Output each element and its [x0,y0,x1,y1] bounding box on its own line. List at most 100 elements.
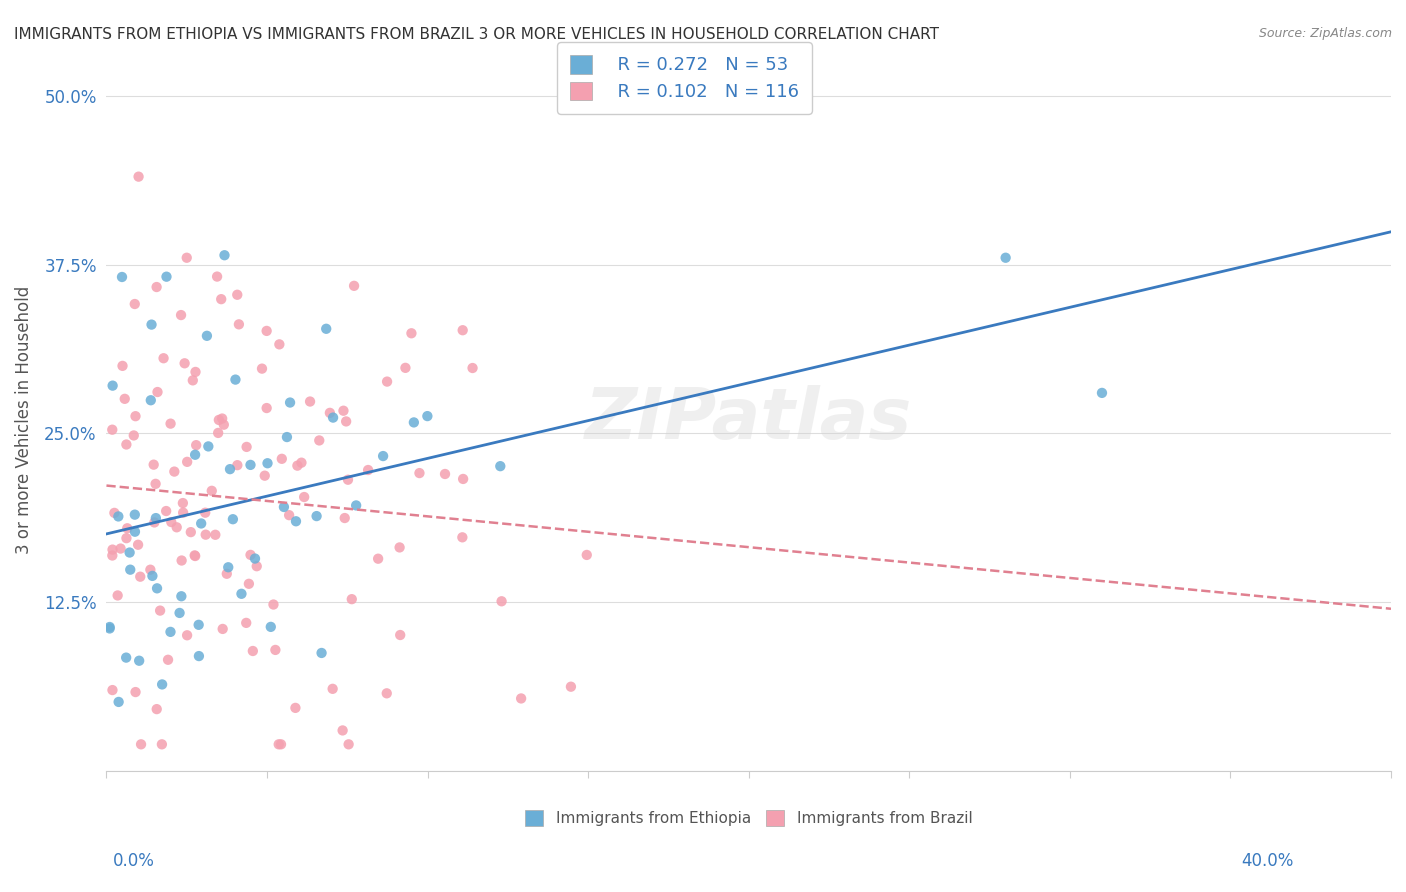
Point [238,576,260,591]
Point [184,448,207,462]
Point [333,511,356,525]
Point [219,462,242,476]
Point [226,287,249,301]
Point [217,560,239,574]
Point [150,677,173,691]
Point [159,624,181,639]
Point [416,409,439,423]
Point [510,691,533,706]
Point [270,737,292,751]
Point [186,438,208,452]
Point [246,559,269,574]
Point [120,563,142,577]
Point [308,434,330,448]
Point [253,468,276,483]
Point [142,458,165,472]
Text: ZIPatlas: ZIPatlas [585,385,912,454]
Point [149,604,172,618]
Point [127,538,149,552]
Point [122,428,145,442]
Point [155,504,177,518]
Point [145,280,167,294]
Point [166,520,188,534]
Point [451,323,474,337]
Point [994,251,1017,265]
Point [224,373,246,387]
Point [335,414,357,428]
Point [101,542,124,557]
Point [322,681,344,696]
Point [332,403,354,417]
Point [150,737,173,751]
Point [184,365,207,379]
Point [111,270,134,285]
Point [159,417,181,431]
Point [235,615,257,630]
Point [242,644,264,658]
Point [170,553,193,567]
Point [146,384,169,399]
Point [195,328,218,343]
Point [212,417,235,432]
Point [340,592,363,607]
Point [226,458,249,472]
Point [141,569,163,583]
Point [124,409,146,424]
Point [201,483,224,498]
Point [180,525,202,540]
Point [145,511,167,525]
Point [172,506,194,520]
Point [115,650,138,665]
Point [214,248,236,262]
Point [115,437,138,451]
Point [305,509,328,524]
Point [176,455,198,469]
Point [205,269,228,284]
Point [357,463,380,477]
Point [292,490,315,504]
Point [101,683,124,698]
Point [231,587,253,601]
Point [139,563,162,577]
Point [489,459,512,474]
Point [273,500,295,514]
Point [163,465,186,479]
Point [152,351,174,366]
Point [284,701,307,715]
Point [173,356,195,370]
Point [560,680,582,694]
Point [209,292,232,306]
Point [228,318,250,332]
Point [187,649,209,664]
Point [262,598,284,612]
Point [389,628,412,642]
Point [197,439,219,453]
Point [211,411,233,425]
Point [170,308,193,322]
Point [184,549,207,563]
Point [260,620,283,634]
Point [176,251,198,265]
Point [239,458,262,472]
Point [169,606,191,620]
Point [250,361,273,376]
Point [128,169,150,184]
Point [187,617,209,632]
Point [124,297,146,311]
Point [375,375,398,389]
Point [575,548,598,562]
Point [107,695,129,709]
Point [343,278,366,293]
Point [124,524,146,539]
Point [278,508,301,523]
Point [128,654,150,668]
Point [256,401,278,415]
Point [401,326,423,341]
Point [256,456,278,470]
Point [204,528,226,542]
Point [129,570,152,584]
Point [190,516,212,531]
Point [319,406,342,420]
Point [157,653,180,667]
Point [269,337,291,351]
